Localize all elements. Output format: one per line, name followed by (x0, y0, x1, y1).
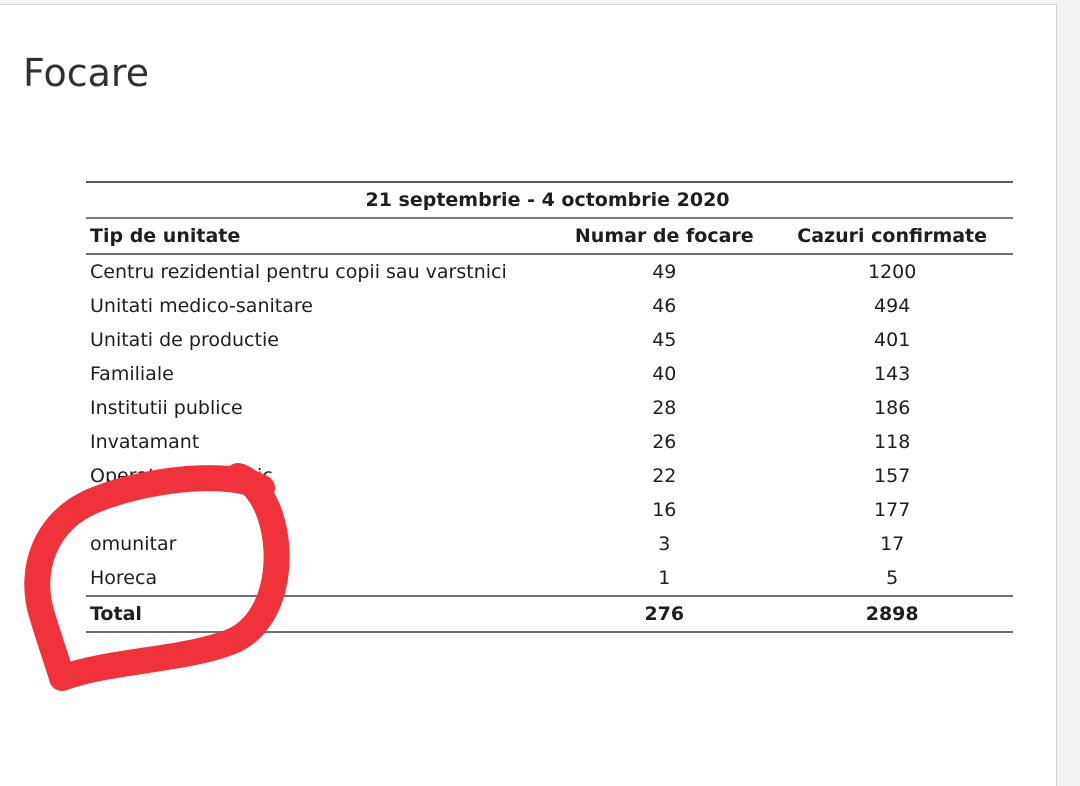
total-outbreaks: 276 (557, 595, 772, 633)
document-page: Focare 21 septembrie - 4 octombrie 2020 … (0, 4, 1057, 786)
row-type: Familiale (90, 363, 174, 385)
row-cases: 186 (874, 397, 911, 419)
row-outbreaks: 1 (658, 567, 671, 589)
table-row: Operator economic 22 157 (86, 459, 1013, 493)
header-cases: Cazuri confirmate (771, 218, 1013, 255)
period-header: 21 septembrie - 4 octombrie 2020 (86, 181, 1013, 219)
outbreak-table: 21 septembrie - 4 octombrie 2020 Tip de … (86, 181, 1013, 633)
total-row: Total 276 2898 (86, 595, 1013, 633)
row-outbreaks: 40 (652, 363, 677, 385)
row-outbreaks: 46 (652, 295, 677, 317)
row-outbreaks: 26 (652, 431, 677, 453)
page-title: Focare (23, 51, 150, 95)
table-row: Unitati de productie 45 401 (86, 323, 1013, 357)
total-cases: 2898 (771, 595, 1013, 633)
column-header-row: Tip de unitate Numar de focare Cazuri co… (86, 218, 1013, 255)
outbreak-table-container: 21 septembrie - 4 octombrie 2020 Tip de … (86, 181, 1013, 633)
row-type: Invatamant (90, 431, 200, 453)
row-type (86, 493, 557, 527)
row-type: Unitati medico-sanitare (90, 295, 313, 317)
row-cases: 177 (874, 499, 911, 521)
row-cases: 494 (874, 295, 911, 317)
row-cases: 1200 (867, 261, 917, 283)
total-type: Total (86, 595, 558, 633)
row-type: Institutii publice (90, 397, 243, 419)
row-cases: 118 (874, 431, 911, 453)
row-outbreaks: 28 (652, 397, 677, 419)
table-row: Familiale 40 143 (86, 357, 1013, 391)
row-cases: 5 (886, 567, 899, 589)
row-type: Centru rezidential pentru copii sau vars… (90, 261, 507, 283)
header-outbreaks: Numar de focare (557, 218, 772, 255)
table-row: 16 177 (86, 493, 1013, 527)
row-type: Horeca (90, 567, 158, 589)
table-row: Invatamant 26 118 (86, 425, 1013, 459)
row-outbreaks: 3 (658, 533, 671, 555)
row-cases: 17 (880, 533, 905, 555)
header-type: Tip de unitate (86, 218, 558, 255)
row-outbreaks: 45 (652, 329, 677, 351)
row-cases: 143 (874, 363, 911, 385)
period-row: 21 septembrie - 4 octombrie 2020 (86, 181, 1013, 219)
row-cases: 157 (874, 465, 911, 487)
table-row: Institutii publice 28 186 (86, 391, 1013, 425)
table-row: omunitar 3 17 (86, 527, 1013, 561)
row-type: Unitati de productie (90, 329, 279, 351)
row-outbreaks: 16 (652, 499, 677, 521)
row-cases: 401 (874, 329, 911, 351)
row-type: omunitar (90, 533, 177, 555)
table-row: Unitati medico-sanitare 46 494 (86, 289, 1013, 323)
row-outbreaks: 49 (652, 261, 677, 283)
row-outbreaks: 22 (652, 465, 677, 487)
table-row: Centru rezidential pentru copii sau vars… (86, 254, 1013, 289)
row-type: Operator economic (90, 465, 273, 487)
table-row: Horeca 1 5 (86, 561, 1013, 596)
